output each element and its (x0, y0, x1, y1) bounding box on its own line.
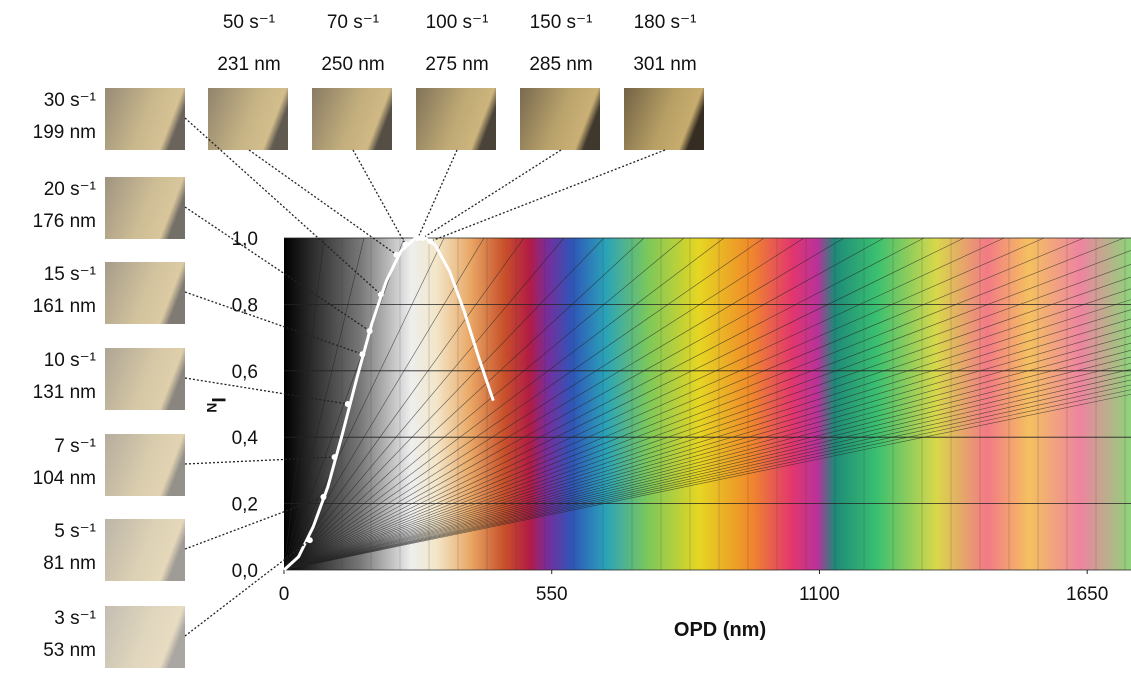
y-tick-label: 0,6 (232, 362, 258, 383)
opd-label: 250 nm (321, 54, 384, 75)
x-tick-label: 550 (536, 584, 568, 605)
sample-photo (105, 88, 185, 150)
shear-rate: 7 s⁻¹ (54, 436, 96, 457)
sample-photo (208, 88, 288, 150)
shear-rate: 10 s⁻¹ (44, 350, 96, 371)
leader-line (418, 150, 457, 238)
y-tick-label: 0,8 (232, 295, 258, 316)
y-tick-label: 0,0 (232, 561, 258, 582)
data-point (307, 537, 313, 543)
opd-label: 131 nm (33, 382, 96, 403)
sample-photo (105, 177, 185, 239)
opd-label: 104 nm (33, 468, 96, 489)
y-tick-label: 1,0 (232, 229, 258, 250)
opd-label: 176 nm (33, 211, 96, 232)
opd-label: 275 nm (425, 54, 488, 75)
opd-label: 231 nm (217, 54, 280, 75)
data-point (320, 494, 326, 500)
shear-rate: 5 s⁻¹ (54, 521, 96, 542)
data-point (420, 235, 426, 241)
opd-label: 285 nm (529, 54, 592, 75)
data-point (332, 454, 338, 460)
shear-rate: 70 s⁻¹ (327, 12, 379, 33)
opd-label: 161 nm (33, 296, 96, 317)
y-label-sub: N (204, 403, 220, 413)
opd-label: 53 nm (43, 640, 96, 661)
opd-label: 199 nm (33, 122, 96, 143)
shear-rate: 50 s⁻¹ (223, 12, 275, 33)
x-tick-label: 0 (279, 584, 290, 605)
sample-photo (520, 88, 600, 150)
data-point (378, 291, 384, 297)
sample-photo (105, 348, 185, 410)
leader-line (431, 150, 665, 241)
figure: OPD (nm) IN 0,0 0,2 0,4 0,6 0,8 1,0 0 550 1100 16… (0, 0, 1131, 672)
shear-rate: 150 s⁻¹ (530, 12, 593, 33)
shear-rate: 3 s⁻¹ (54, 608, 96, 629)
x-tick-label: 1650 (1066, 584, 1108, 605)
shear-rate: 100 s⁻¹ (426, 12, 489, 33)
sample-photo (312, 88, 392, 150)
opd-label: 301 nm (633, 54, 696, 75)
sample-photo (416, 88, 496, 150)
sample-photo (105, 434, 185, 496)
y-tick-label: 0,4 (232, 428, 259, 449)
sample-photo (105, 262, 185, 324)
sample-photo (624, 88, 704, 150)
leader-line (185, 540, 310, 636)
shear-rate: 20 s⁻¹ (44, 179, 96, 200)
leader-line (423, 150, 561, 238)
data-point (403, 242, 409, 248)
data-point (393, 252, 399, 258)
sample-photo (105, 519, 185, 581)
opd-label: 81 nm (43, 553, 96, 574)
data-point (367, 328, 373, 334)
leader-line (353, 150, 406, 245)
data-point (359, 351, 365, 357)
x-tick-label: 1100 (799, 584, 840, 605)
sample-photo (105, 606, 185, 668)
shear-rate: 30 s⁻¹ (44, 90, 96, 111)
shear-rate: 15 s⁻¹ (44, 264, 96, 285)
data-point (345, 401, 351, 407)
shear-rate: 180 s⁻¹ (634, 12, 697, 33)
y-tick-label: 0,2 (232, 495, 258, 516)
data-point (428, 238, 434, 244)
y-axis-label: IN (204, 397, 228, 412)
x-axis-label: OPD (nm) (674, 619, 766, 641)
